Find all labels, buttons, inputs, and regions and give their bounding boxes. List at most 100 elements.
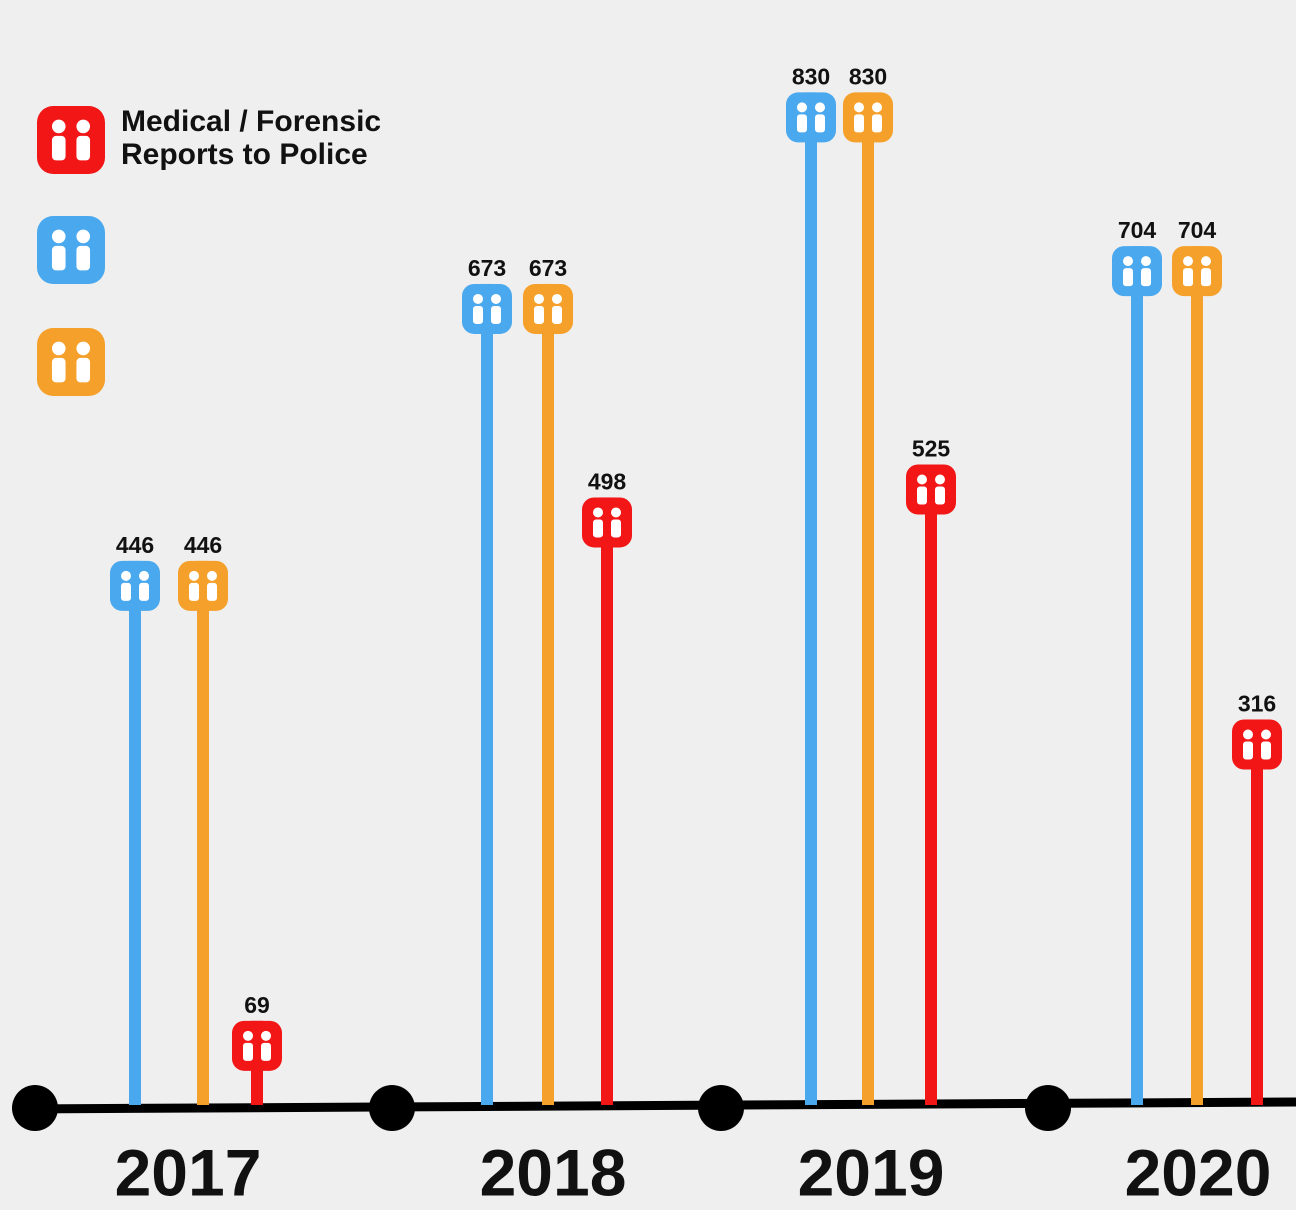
lollipop-icon: [1172, 246, 1222, 297]
icon-figure: [593, 519, 603, 538]
icon-figure: [935, 474, 945, 485]
timeline-dot: [12, 1085, 58, 1131]
icon-figure: [243, 1030, 253, 1041]
icon-figure: [207, 570, 217, 581]
value-label: 69: [244, 992, 270, 1018]
icon-figure: [261, 1042, 271, 1061]
lollipop-icon: [178, 560, 228, 611]
icon-box: [1232, 719, 1282, 770]
icon-figure: [51, 135, 66, 161]
x-tick-label: 2018: [480, 1135, 627, 1209]
lollipop-icon: [1232, 719, 1282, 770]
lollipop-stem: [1131, 246, 1143, 1105]
lollipop-icon: [843, 92, 893, 143]
lollipop-stem: [601, 497, 613, 1105]
icon-figure: [1183, 268, 1193, 287]
icon-figure: [139, 570, 149, 581]
icon-box: [906, 464, 956, 515]
icon-figure: [51, 341, 66, 356]
lollipop-stem: [197, 560, 209, 1105]
x-tick-label: 2019: [798, 1135, 945, 1209]
icon-figure: [935, 486, 945, 505]
lollipop-icon: [462, 283, 512, 334]
lollipop-stem: [129, 560, 141, 1105]
value-label: 704: [1178, 217, 1217, 243]
lollipop-icon: [232, 1020, 282, 1071]
icon-figure: [854, 102, 864, 113]
value-label: 830: [792, 63, 830, 89]
lollipop-stem: [805, 92, 817, 1105]
icon-figure: [51, 229, 66, 244]
icon-figure: [1261, 729, 1271, 740]
icon-figure: [872, 102, 882, 113]
icon-figure: [76, 357, 91, 383]
icon-figure: [207, 582, 217, 601]
timeline-dot: [1025, 1085, 1071, 1131]
icon-figure: [261, 1030, 271, 1041]
icon-figure: [473, 305, 483, 324]
icon-box: [37, 106, 105, 174]
value-label: 498: [588, 469, 627, 495]
lollipop-stem: [1191, 246, 1203, 1105]
icon-figure: [1123, 256, 1133, 267]
timeline-dot: [698, 1085, 744, 1131]
icon-figure: [917, 474, 927, 485]
x-tick-label: 2020: [1125, 1135, 1272, 1209]
icon-figure: [76, 245, 91, 271]
icon-figure: [593, 507, 603, 518]
legend-line: Reports to Police: [121, 138, 368, 171]
icon-figure: [854, 114, 864, 133]
icon-box: [582, 497, 632, 548]
icon-figure: [76, 229, 91, 244]
icon-box: [37, 216, 105, 284]
icon-box: [462, 283, 512, 334]
lollipop-stem: [481, 283, 493, 1105]
icon-box: [1172, 246, 1222, 297]
icon-figure: [491, 305, 501, 324]
value-label: 673: [468, 255, 506, 281]
icon-figure: [76, 119, 91, 134]
icon-figure: [51, 119, 66, 134]
lollipop-stem: [862, 92, 874, 1105]
icon-figure: [1141, 268, 1151, 287]
icon-box: [110, 560, 160, 611]
legend-icon: [37, 106, 105, 174]
timeline-dot: [369, 1085, 415, 1131]
value-label: 446: [184, 532, 222, 558]
icon-figure: [552, 293, 562, 304]
icon-figure: [51, 357, 66, 383]
value-label: 673: [529, 255, 567, 281]
icon-figure: [534, 305, 544, 324]
icon-figure: [797, 102, 807, 113]
icon-figure: [491, 293, 501, 304]
lollipop-stem: [925, 464, 937, 1105]
icon-figure: [1243, 729, 1253, 740]
icon-figure: [797, 114, 807, 133]
lollipop-icon: [110, 560, 160, 611]
legend-icon: [37, 328, 105, 396]
value-label: 830: [849, 63, 887, 89]
value-label: 446: [116, 532, 154, 558]
icon-figure: [917, 486, 927, 505]
icon-figure: [121, 570, 131, 581]
icon-box: [178, 560, 228, 611]
icon-figure: [189, 570, 199, 581]
value-label: 525: [912, 436, 951, 462]
icon-box: [523, 283, 573, 334]
x-tick-label: 2017: [115, 1135, 262, 1209]
icon-figure: [1201, 268, 1211, 287]
icon-figure: [1243, 741, 1253, 760]
icon-figure: [1201, 256, 1211, 267]
icon-box: [37, 328, 105, 396]
icon-figure: [1141, 256, 1151, 267]
lollipop-icon: [1112, 246, 1162, 297]
icon-figure: [611, 519, 621, 538]
icon-box: [786, 92, 836, 143]
icon-box: [232, 1020, 282, 1071]
legend-line: Medical / Forensic: [121, 105, 381, 138]
icon-figure: [815, 102, 825, 113]
lollipop-stem: [542, 283, 554, 1105]
value-label: 704: [1118, 217, 1157, 243]
icon-figure: [872, 114, 882, 133]
